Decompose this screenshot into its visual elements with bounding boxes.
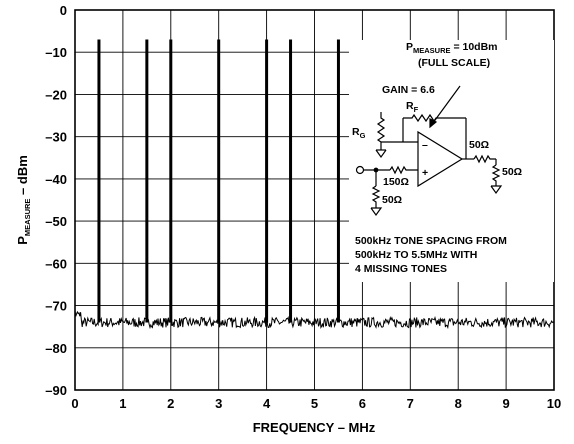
x-tick-label: 0 [71, 396, 78, 411]
load-50-label: 50Ω [502, 166, 522, 178]
y-tick-label: –90 [45, 383, 67, 398]
input-150-label: 150Ω [383, 176, 409, 188]
opamp-plus: + [422, 167, 428, 179]
tick-labels: 0 1 2 3 4 5 6 7 8 9 10 0 –10 –20 –30 –40 –50 –60 –70 –80 –90 [45, 3, 561, 411]
output-50-label: 50Ω [469, 139, 489, 151]
pmeasure-annotation: PMEASURE = 10dBm [406, 41, 498, 55]
load-ground [490, 185, 503, 195]
y-tick-label: 0 [60, 3, 67, 18]
x-tick-label: 5 [311, 396, 318, 411]
y-tick-label: –10 [45, 45, 67, 60]
x-tick-label: 7 [407, 396, 414, 411]
input-50-resistor [371, 185, 381, 208]
x-tick-label: 8 [455, 396, 462, 411]
x-tick-label: 4 [263, 396, 271, 411]
gain-annotation: GAIN = 6.6 [382, 84, 435, 96]
x-axis-label: FREQUENCY – MHz [253, 420, 376, 435]
x-tick-label: 6 [359, 396, 366, 411]
opamp-minus: – [422, 139, 428, 151]
rg-resistor [376, 114, 386, 150]
y-tick-label: –30 [45, 130, 67, 145]
y-tick-label: –80 [45, 341, 67, 356]
inset-background [349, 40, 554, 282]
rf-label: RF [406, 100, 419, 114]
x-tick-label: 9 [502, 396, 509, 411]
tone-note-line-2: 500kHz TO 5.5MHz WITH [355, 249, 477, 261]
tone-marks [97, 39, 340, 323]
rg-ground [375, 149, 387, 159]
y-axis-label: PMEASURE – dBm [15, 155, 32, 245]
x-tick-label: 2 [167, 396, 174, 411]
arrow-line [429, 85, 461, 128]
rg-label: RG [352, 126, 366, 140]
y-tick-label: –60 [45, 256, 67, 271]
opamp-symbol [417, 130, 464, 188]
x-tick-label: 10 [547, 396, 561, 411]
y-tick-label: –50 [45, 214, 67, 229]
tone-note-line-3: 4 MISSING TONES [355, 263, 447, 275]
x-tick-label: 3 [215, 396, 222, 411]
spectrum-trace [74, 39, 555, 330]
x-tick-label: 1 [119, 396, 126, 411]
full-scale-annotation: (FULL SCALE) [418, 57, 490, 69]
y-tick-label: –40 [45, 172, 67, 187]
output-50-resistor [473, 154, 496, 164]
input-50-label: 50Ω [382, 194, 402, 206]
input-150-resistor [389, 165, 418, 175]
load-50-resistor [491, 164, 501, 186]
arrow-head [429, 118, 438, 129]
input-ground [370, 207, 383, 217]
amplifier-schematic [349, 40, 554, 282]
y-tick-label: –70 [45, 299, 67, 314]
tone-note-line-1: 500kHz TONE SPACING FROM [355, 235, 507, 247]
y-tick-label: –20 [45, 87, 67, 102]
